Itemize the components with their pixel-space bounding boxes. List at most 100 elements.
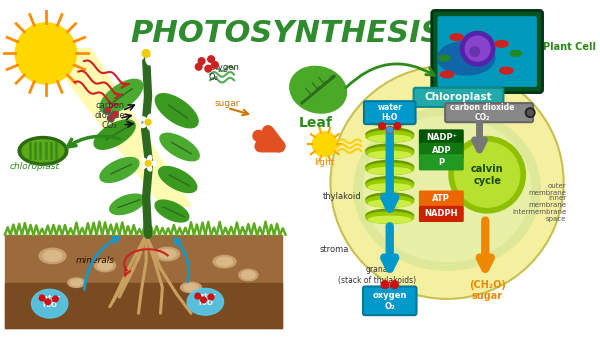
Polygon shape (43, 49, 191, 206)
Ellipse shape (366, 112, 413, 125)
Ellipse shape (440, 71, 454, 78)
FancyBboxPatch shape (419, 206, 464, 222)
Ellipse shape (366, 179, 413, 191)
Text: water
H₂O: water H₂O (194, 293, 217, 306)
Ellipse shape (94, 120, 135, 149)
Ellipse shape (500, 67, 513, 74)
FancyBboxPatch shape (419, 154, 464, 170)
Ellipse shape (181, 282, 202, 293)
FancyBboxPatch shape (413, 88, 503, 107)
Text: NADPH: NADPH (425, 210, 458, 218)
Ellipse shape (366, 128, 413, 141)
Ellipse shape (155, 200, 189, 222)
Ellipse shape (141, 164, 147, 169)
Circle shape (527, 110, 533, 116)
Circle shape (391, 281, 398, 288)
Circle shape (331, 66, 563, 299)
Ellipse shape (369, 200, 411, 207)
Polygon shape (5, 283, 282, 328)
Polygon shape (5, 235, 282, 328)
Text: NADP⁺: NADP⁺ (426, 133, 457, 142)
Text: carbon
dioxide
CO₂: carbon dioxide CO₂ (95, 101, 125, 130)
Ellipse shape (354, 108, 540, 270)
Ellipse shape (148, 115, 152, 121)
Ellipse shape (187, 288, 224, 315)
Circle shape (196, 64, 202, 70)
Text: intermembrane
space: intermembrane space (512, 209, 566, 222)
Ellipse shape (158, 249, 176, 259)
Ellipse shape (100, 79, 143, 114)
Circle shape (455, 142, 520, 207)
Text: calvin
cycle: calvin cycle (471, 164, 503, 186)
Circle shape (200, 297, 206, 303)
Ellipse shape (366, 209, 413, 222)
Text: water
H₂O: water H₂O (38, 295, 61, 308)
Ellipse shape (366, 163, 413, 175)
Ellipse shape (18, 137, 68, 165)
Ellipse shape (141, 122, 147, 127)
Circle shape (39, 295, 45, 301)
Ellipse shape (70, 279, 82, 286)
Circle shape (381, 281, 389, 288)
Ellipse shape (149, 161, 156, 165)
Text: water
H₂O: water H₂O (377, 103, 402, 122)
Circle shape (111, 111, 118, 118)
Ellipse shape (141, 117, 147, 122)
Ellipse shape (149, 51, 158, 56)
Text: light: light (314, 159, 335, 168)
Text: outer
membrane: outer membrane (529, 183, 566, 196)
Circle shape (386, 126, 393, 133)
FancyBboxPatch shape (432, 10, 542, 93)
Circle shape (212, 62, 218, 68)
Circle shape (449, 137, 526, 213)
Ellipse shape (437, 42, 495, 75)
Ellipse shape (369, 151, 411, 158)
Ellipse shape (98, 261, 112, 270)
Circle shape (106, 108, 110, 112)
Circle shape (208, 56, 214, 63)
Ellipse shape (450, 34, 463, 41)
Text: Chloroplast: Chloroplast (425, 92, 493, 102)
Text: sugar: sugar (215, 99, 241, 107)
Ellipse shape (369, 168, 411, 174)
Ellipse shape (369, 135, 411, 142)
Text: P: P (438, 158, 445, 167)
Circle shape (113, 112, 118, 116)
Circle shape (470, 47, 479, 56)
Circle shape (45, 299, 50, 305)
Ellipse shape (43, 250, 62, 261)
Ellipse shape (39, 248, 66, 264)
Ellipse shape (495, 41, 508, 47)
Ellipse shape (22, 140, 64, 162)
Circle shape (104, 107, 110, 114)
Ellipse shape (213, 256, 236, 268)
Ellipse shape (146, 56, 151, 65)
Circle shape (110, 116, 113, 119)
Ellipse shape (155, 94, 198, 128)
Text: carbon dioxide
CO₂: carbon dioxide CO₂ (450, 103, 515, 122)
Ellipse shape (68, 278, 85, 287)
Ellipse shape (366, 131, 413, 142)
Circle shape (195, 293, 200, 299)
FancyBboxPatch shape (419, 143, 464, 159)
Ellipse shape (110, 194, 145, 215)
Ellipse shape (369, 216, 411, 223)
Circle shape (53, 296, 58, 302)
Ellipse shape (95, 259, 116, 272)
Ellipse shape (439, 55, 450, 61)
Ellipse shape (141, 158, 147, 163)
Ellipse shape (239, 269, 258, 281)
Ellipse shape (155, 247, 179, 261)
Text: grana
(stack of thylakoids): grana (stack of thylakoids) (338, 265, 416, 285)
Ellipse shape (366, 115, 413, 126)
Ellipse shape (366, 144, 413, 158)
Ellipse shape (242, 271, 255, 279)
Ellipse shape (217, 257, 233, 266)
Circle shape (394, 123, 401, 129)
FancyBboxPatch shape (363, 287, 416, 315)
Ellipse shape (366, 196, 413, 207)
FancyBboxPatch shape (364, 101, 416, 124)
Text: Plant Cell: Plant Cell (542, 42, 596, 52)
Circle shape (145, 161, 151, 166)
Ellipse shape (148, 155, 152, 162)
